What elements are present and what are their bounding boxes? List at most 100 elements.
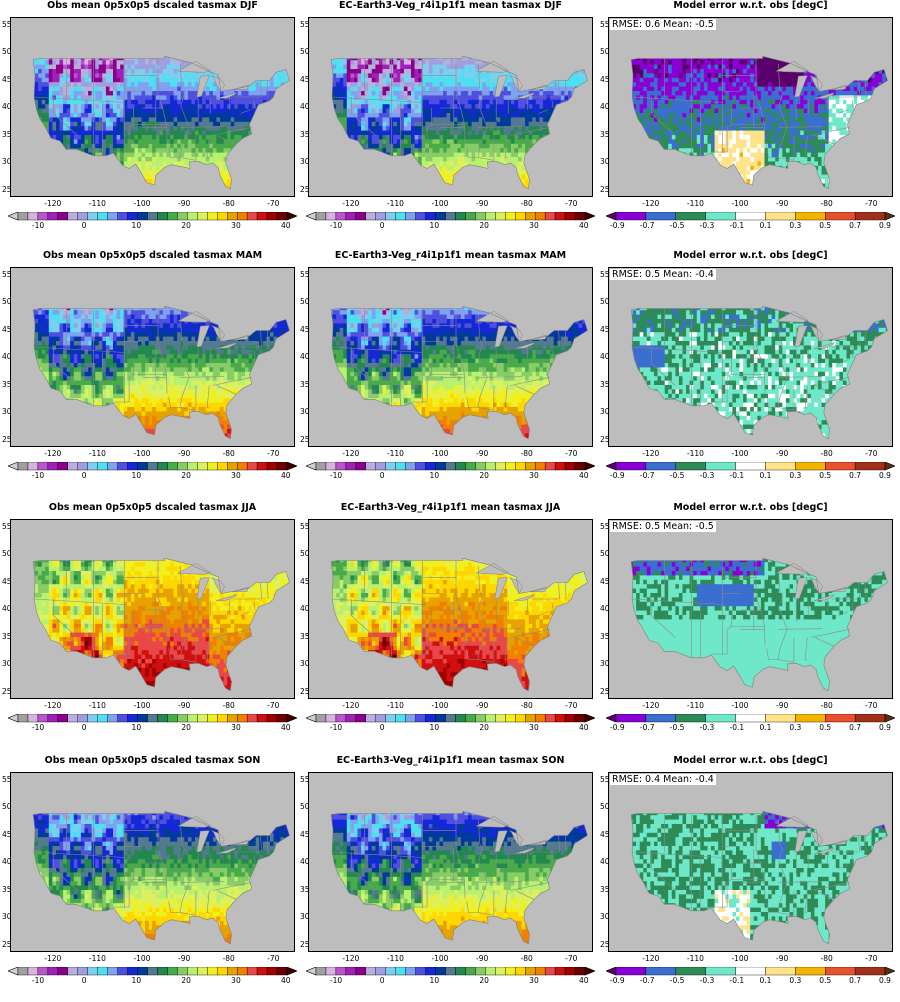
colorbar	[306, 462, 595, 471]
map-panel-1-1: EC-Earth3-Veg_r4i1p1f1 mean tasmax MAM 55…	[300, 250, 595, 497]
panel-title: EC-Earth3-Veg_r4i1p1f1 mean tasmax DJF	[308, 0, 593, 11]
colorbar-label: 40	[579, 471, 589, 480]
colorbar-swatch	[137, 714, 148, 723]
lat-tick-label: 25	[2, 435, 12, 444]
panel-title: Obs mean 0p5x0p5 dscaled tasmax DJF	[10, 0, 295, 11]
colorbar	[606, 462, 895, 471]
colorbar-swatch	[137, 967, 148, 976]
lon-tick-label: -110	[687, 199, 704, 208]
colorbar-label: -10	[330, 976, 342, 985]
colorbar-swatch	[455, 967, 466, 976]
colorbar-swatch	[157, 714, 168, 723]
colorbar-swatch	[57, 967, 69, 976]
colorbar-swatch	[147, 714, 158, 723]
colorbar-swatch	[475, 967, 486, 976]
colorbar-label: 0	[380, 471, 385, 480]
colorbar-swatch	[77, 462, 88, 471]
colorbar-swatch	[227, 714, 238, 723]
map-panel-1-2: EC-Earth3-Veg_r4i1p1f1 mean tasmax JJA 55…	[300, 502, 595, 749]
colorbar-swatch	[495, 462, 506, 471]
colorbar-swatch	[187, 967, 198, 976]
colorbar-swatch	[87, 462, 98, 471]
colorbar-label: 20	[479, 723, 489, 732]
lon-tick-label: -90	[476, 449, 488, 458]
lon-tick-label: -120	[342, 449, 359, 458]
lat-tick-label: 45	[300, 75, 310, 84]
lat-tick-label: 55	[2, 20, 12, 29]
colorbar-label: -0.1	[730, 723, 745, 732]
colorbar-swatch	[87, 714, 98, 723]
colorbar-swatch	[795, 462, 826, 471]
lon-tick-label: -100	[731, 199, 748, 208]
lon-tick-label: -70	[865, 199, 877, 208]
colorbar-swatch	[236, 212, 248, 221]
map-frame	[608, 772, 893, 952]
lat-tick-label: 40	[300, 604, 310, 613]
colorbar-swatch	[525, 714, 536, 723]
lon-tick-label: -90	[178, 199, 190, 208]
panel-title: EC-Earth3-Veg_r4i1p1f1 mean tasmax SON	[308, 755, 593, 766]
colorbar-swatch	[335, 212, 347, 221]
colorbar-swatch	[256, 967, 268, 976]
lat-tick-label: 35	[300, 130, 310, 139]
lat-tick-label: 55	[600, 20, 610, 29]
colorbar-swatch	[67, 967, 78, 976]
colorbar-swatch	[97, 212, 108, 221]
colorbar-swatch	[385, 212, 396, 221]
colorbar-label: 10	[132, 723, 142, 732]
colorbar-swatch	[27, 714, 39, 723]
lat-tick-label: 45	[600, 830, 610, 839]
map-frame	[308, 519, 593, 699]
colorbar	[8, 212, 297, 221]
colorbar-swatch	[37, 714, 49, 723]
colorbar-swatch	[335, 967, 347, 976]
colorbar-swatch	[495, 212, 506, 221]
lat-tick-label: 50	[2, 47, 12, 56]
colorbar-swatch	[375, 212, 386, 221]
lon-tick-label: -80	[223, 701, 235, 710]
panel-title: Obs mean 0p5x0p5 dscaled tasmax MAM	[10, 250, 295, 261]
colorbar-swatch	[425, 212, 436, 221]
lon-tick-label: -100	[731, 449, 748, 458]
lon-tick-label: -90	[178, 449, 190, 458]
panel-title: EC-Earth3-Veg_r4i1p1f1 mean tasmax JJA	[308, 502, 593, 513]
map-frame	[308, 17, 593, 197]
colorbar-swatch	[525, 967, 536, 976]
colorbar-swatch	[246, 462, 258, 471]
map-frame	[608, 267, 893, 447]
colorbar-swatch	[77, 714, 88, 723]
colorbar-swatch	[825, 967, 856, 976]
colorbar-swatch	[117, 714, 128, 723]
lon-tick-label: -110	[687, 449, 704, 458]
lon-tick-label: -90	[476, 701, 488, 710]
map-panel-1-0: EC-Earth3-Veg_r4i1p1f1 mean tasmax DJF 55…	[300, 0, 595, 247]
colorbar-label: -0.7	[640, 723, 655, 732]
colorbar-label: 0.9	[879, 221, 891, 230]
colorbar-label: 0.1	[759, 471, 771, 480]
colorbar-swatch	[246, 967, 258, 976]
colorbar-label: 0.5	[819, 221, 831, 230]
colorbar-swatch	[765, 212, 796, 221]
lat-tick-label: 30	[600, 157, 610, 166]
colorbar-swatch	[405, 462, 416, 471]
colorbar-swatch	[187, 212, 198, 221]
colorbar-swatch	[256, 462, 268, 471]
colorbar-swatch	[465, 462, 476, 471]
lon-tick-label: -70	[267, 954, 279, 963]
colorbar-swatch	[485, 212, 496, 221]
lat-tick-label: 25	[600, 435, 610, 444]
colorbar-swatch	[435, 462, 446, 471]
lat-tick-label: 40	[300, 857, 310, 866]
colorbar-swatch	[57, 212, 69, 221]
lat-tick-label: 40	[600, 857, 610, 866]
colorbar-swatch	[554, 462, 566, 471]
colorbar-swatch	[107, 714, 118, 723]
colorbar-swatch	[735, 967, 766, 976]
lat-tick-label: 40	[2, 857, 12, 866]
colorbar-swatch	[544, 212, 556, 221]
colorbar-swatch	[675, 967, 706, 976]
lon-tick-label: -70	[267, 449, 279, 458]
colorbar-swatch	[315, 967, 327, 976]
colorbar-swatch	[167, 462, 178, 471]
lon-tick-label: -80	[521, 954, 533, 963]
